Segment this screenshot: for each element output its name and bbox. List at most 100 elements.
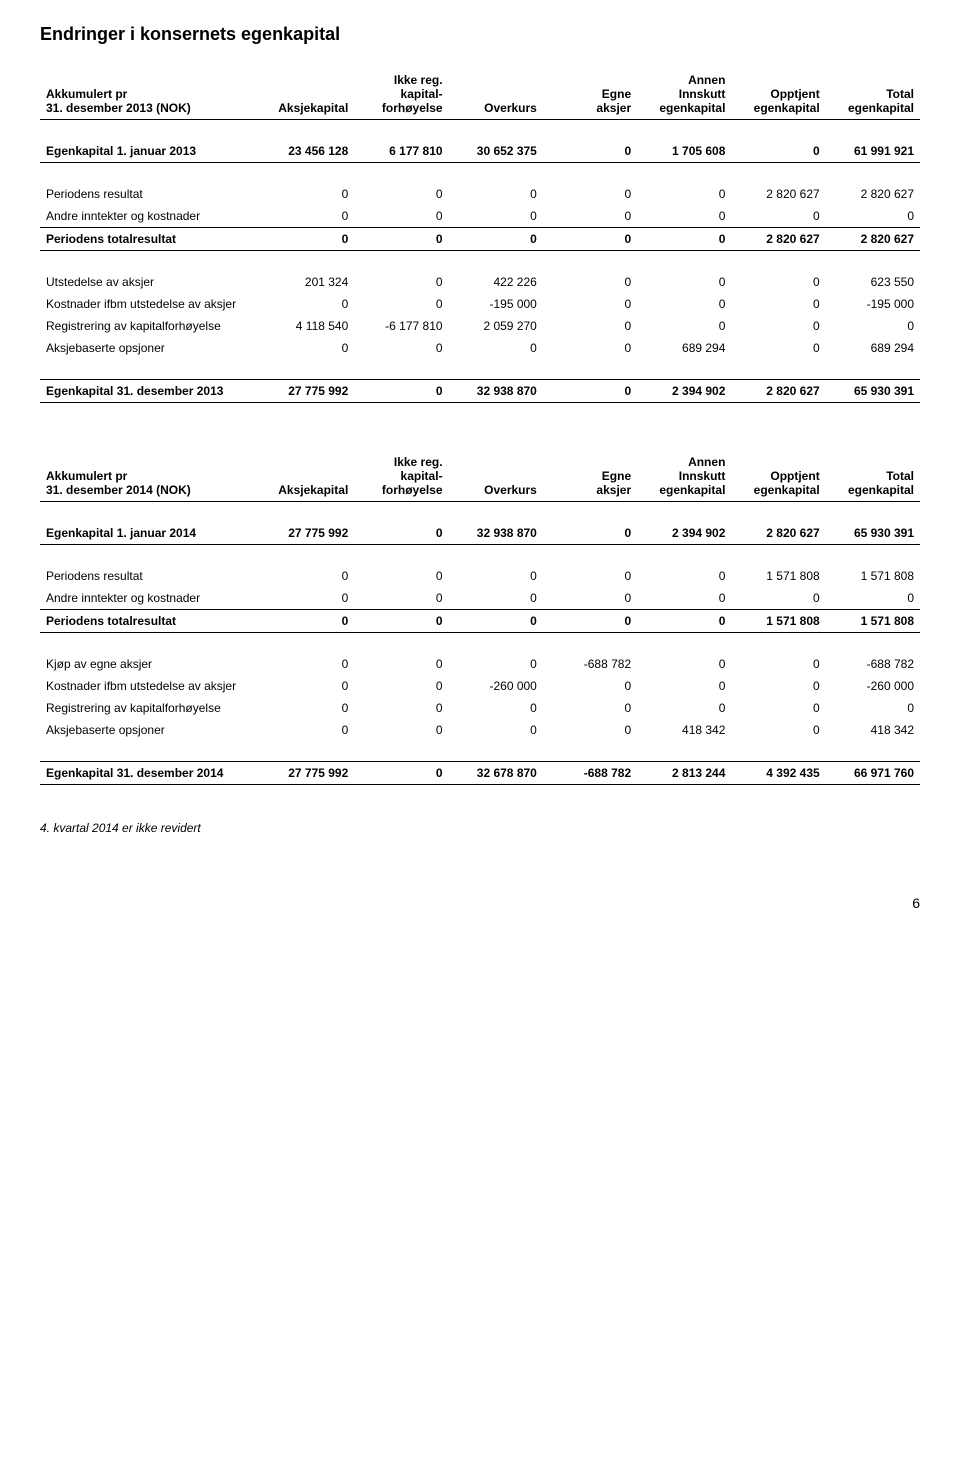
cell: 0 bbox=[354, 610, 448, 633]
cell: 0 bbox=[543, 697, 637, 719]
cell: 0 bbox=[449, 337, 543, 359]
row-label: Egenkapital 31. desember 2013 bbox=[40, 380, 260, 403]
cell: 0 bbox=[354, 183, 448, 205]
col-ikke-reg: Ikke reg. kapital- forhøyelse bbox=[354, 69, 448, 120]
header-period-l2: 31. desember 2013 (NOK) bbox=[46, 101, 191, 115]
cell: 2 820 627 bbox=[731, 228, 825, 251]
row-label: Periodens resultat bbox=[40, 565, 260, 587]
row-label: Egenkapital 1. januar 2013 bbox=[40, 140, 260, 163]
cell: 1 571 808 bbox=[826, 565, 920, 587]
cell: 0 bbox=[354, 697, 448, 719]
cell: 0 bbox=[637, 675, 731, 697]
cell: 0 bbox=[354, 675, 448, 697]
cell: 0 bbox=[449, 587, 543, 610]
cell: 0 bbox=[449, 205, 543, 228]
header-period-l2: 31. desember 2014 (NOK) bbox=[46, 483, 191, 497]
cell: 65 930 391 bbox=[826, 380, 920, 403]
cell: 32 938 870 bbox=[449, 380, 543, 403]
table-row: Registrering av kapitalforhøyelse 0 0 0 … bbox=[40, 697, 920, 719]
table-row: Utstedelse av aksjer 201 324 0 422 226 0… bbox=[40, 271, 920, 293]
cell: 0 bbox=[449, 565, 543, 587]
col-annen-innskutt: Annen Innskutt egenkapital bbox=[637, 451, 731, 502]
col-overkurs: Overkurs bbox=[449, 451, 543, 502]
cell: 0 bbox=[826, 315, 920, 337]
row-label: Periodens totalresultat bbox=[40, 228, 260, 251]
table-header: Akkumulert pr 31. desember 2014 (NOK) Ak… bbox=[40, 451, 920, 502]
footnote: 4. kvartal 2014 er ikke revidert bbox=[40, 821, 920, 835]
col-aksjekapital: Aksjekapital bbox=[260, 69, 354, 120]
cell: 0 bbox=[260, 228, 354, 251]
cell: 0 bbox=[731, 140, 825, 163]
cell: 0 bbox=[260, 610, 354, 633]
header-period-l1: Akkumulert pr bbox=[46, 87, 127, 101]
cell: 32 938 870 bbox=[449, 522, 543, 545]
cell: 2 820 627 bbox=[826, 228, 920, 251]
equity-table-2013: Akkumulert pr 31. desember 2013 (NOK) Ak… bbox=[40, 69, 920, 403]
cell: 0 bbox=[260, 337, 354, 359]
cell: 2 059 270 bbox=[449, 315, 543, 337]
cell: -688 782 bbox=[543, 653, 637, 675]
cell: 0 bbox=[260, 183, 354, 205]
cell: 0 bbox=[260, 675, 354, 697]
page-title: Endringer i konsernets egenkapital bbox=[40, 24, 920, 45]
cell: -260 000 bbox=[826, 675, 920, 697]
col-aksjekapital: Aksjekapital bbox=[260, 451, 354, 502]
cell: 422 226 bbox=[449, 271, 543, 293]
cell: -6 177 810 bbox=[354, 315, 448, 337]
cell: 66 971 760 bbox=[826, 762, 920, 785]
cell: 2 820 627 bbox=[731, 380, 825, 403]
col-egne-aksjer: Egne aksjer bbox=[543, 69, 637, 120]
header-period-l1: Akkumulert pr bbox=[46, 469, 127, 483]
row-label: Kostnader ifbm utstedelse av aksjer bbox=[40, 293, 260, 315]
cell: 0 bbox=[731, 675, 825, 697]
row-label: Andre inntekter og kostnader bbox=[40, 205, 260, 228]
cell: 0 bbox=[826, 587, 920, 610]
cell: -195 000 bbox=[826, 293, 920, 315]
table-row: Egenkapital 1. januar 2013 23 456 128 6 … bbox=[40, 140, 920, 163]
cell: 1 571 808 bbox=[731, 565, 825, 587]
col-total: Total egenkapital bbox=[826, 451, 920, 502]
row-label: Kostnader ifbm utstedelse av aksjer bbox=[40, 675, 260, 697]
table-row: Kostnader ifbm utstedelse av aksjer 0 0 … bbox=[40, 675, 920, 697]
cell: 61 991 921 bbox=[826, 140, 920, 163]
cell: 0 bbox=[449, 719, 543, 741]
cell: 0 bbox=[637, 315, 731, 337]
cell: 0 bbox=[354, 205, 448, 228]
cell: 0 bbox=[826, 697, 920, 719]
cell: 1 571 808 bbox=[731, 610, 825, 633]
cell: 0 bbox=[354, 565, 448, 587]
cell: 418 342 bbox=[826, 719, 920, 741]
cell: 0 bbox=[354, 337, 448, 359]
cell: 30 652 375 bbox=[449, 140, 543, 163]
col-opptjent: Opptjent egenkapital bbox=[731, 69, 825, 120]
cell: 0 bbox=[637, 610, 731, 633]
cell: 0 bbox=[260, 719, 354, 741]
cell: 0 bbox=[260, 697, 354, 719]
cell: -195 000 bbox=[449, 293, 543, 315]
table-row: Egenkapital 31. desember 2013 27 775 992… bbox=[40, 380, 920, 403]
cell: 27 775 992 bbox=[260, 522, 354, 545]
cell: 2 820 627 bbox=[731, 522, 825, 545]
row-label: Aksjebaserte opsjoner bbox=[40, 337, 260, 359]
cell: 0 bbox=[543, 587, 637, 610]
cell: 0 bbox=[637, 205, 731, 228]
cell: 689 294 bbox=[637, 337, 731, 359]
row-label: Andre inntekter og kostnader bbox=[40, 587, 260, 610]
table-row: Periodens totalresultat 0 0 0 0 0 1 571 … bbox=[40, 610, 920, 633]
cell: 0 bbox=[637, 293, 731, 315]
row-label: Registrering av kapitalforhøyelse bbox=[40, 697, 260, 719]
cell: 4 118 540 bbox=[260, 315, 354, 337]
cell: 0 bbox=[449, 653, 543, 675]
row-label: Periodens totalresultat bbox=[40, 610, 260, 633]
cell: 0 bbox=[354, 380, 448, 403]
col-overkurs: Overkurs bbox=[449, 69, 543, 120]
cell: 0 bbox=[354, 719, 448, 741]
cell: 0 bbox=[543, 293, 637, 315]
cell: 201 324 bbox=[260, 271, 354, 293]
cell: -688 782 bbox=[543, 762, 637, 785]
row-label: Utstedelse av aksjer bbox=[40, 271, 260, 293]
table-row: Egenkapital 31. desember 2014 27 775 992… bbox=[40, 762, 920, 785]
cell: 0 bbox=[826, 205, 920, 228]
cell: 0 bbox=[543, 522, 637, 545]
cell: 0 bbox=[354, 293, 448, 315]
